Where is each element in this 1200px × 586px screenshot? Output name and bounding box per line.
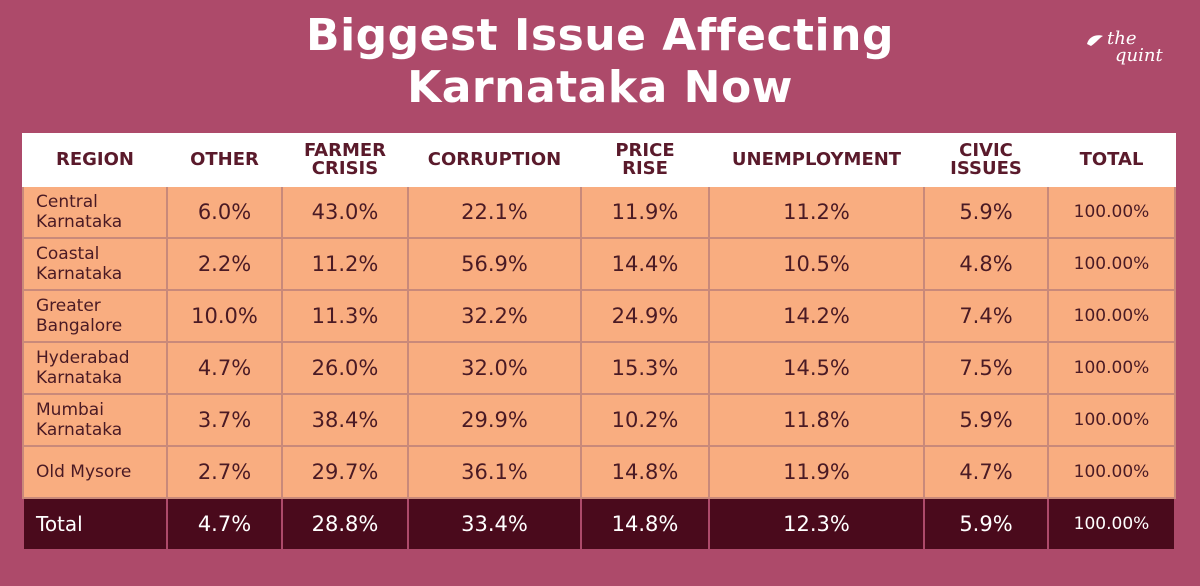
chart-title-line-1: Biggest Issue Affecting xyxy=(306,10,894,61)
value-cell: 14.4% xyxy=(580,237,710,291)
table-row: Mumbai Karnataka 3.7% 38.4% 29.9% 10.2% 11.8% 5… xyxy=(22,393,1176,447)
column-header: UNEMPLOYMENT xyxy=(708,133,925,187)
value-cell: 43.0% xyxy=(281,185,409,239)
value-cell: 100.00% xyxy=(1047,341,1176,395)
column-header: TOTAL xyxy=(1047,133,1176,187)
value-cell: 100.00% xyxy=(1047,289,1176,343)
chart-title-line-2: Karnataka Now xyxy=(407,62,793,113)
value-cell: 100.00% xyxy=(1047,445,1176,499)
value-cell: 100.00% xyxy=(1047,393,1176,447)
column-header: FARMER CRISIS xyxy=(281,133,409,187)
value-cell: 4.7% xyxy=(166,341,283,395)
value-cell: 11.9% xyxy=(580,185,710,239)
column-header: OTHER xyxy=(166,133,283,187)
value-cell: 11.3% xyxy=(281,289,409,343)
logo-word-the: the xyxy=(1107,28,1137,49)
column-header: REGION xyxy=(22,133,168,187)
value-cell: 10.0% xyxy=(166,289,283,343)
value-cell: 2.2% xyxy=(166,237,283,291)
column-header: PRICE RISE xyxy=(580,133,710,187)
value-cell: 10.2% xyxy=(580,393,710,447)
value-cell: 11.8% xyxy=(708,393,925,447)
value-cell: 15.3% xyxy=(580,341,710,395)
value-cell: 100.00% xyxy=(1047,237,1176,291)
value-cell: 100.00% xyxy=(1047,185,1176,239)
value-cell: 22.1% xyxy=(407,185,582,239)
table-row: Hyderabad Karnataka 4.7% 26.0% 32.0% 15.3% 14.… xyxy=(22,341,1176,395)
table-row: Old Mysore 2.7% 29.7% 36.1% 14.8% 11.9% 4.7% 10… xyxy=(22,445,1176,499)
total-label-cell: Total xyxy=(22,497,168,551)
total-value-cell: 33.4% xyxy=(407,497,582,551)
total-value-cell: 14.8% xyxy=(580,497,710,551)
value-cell: 29.9% xyxy=(407,393,582,447)
value-cell: 14.8% xyxy=(580,445,710,499)
value-cell: 11.9% xyxy=(708,445,925,499)
value-cell: 4.8% xyxy=(923,237,1049,291)
total-value-cell: 100.00% xyxy=(1047,497,1176,551)
value-cell: 2.7% xyxy=(166,445,283,499)
total-value-cell: 12.3% xyxy=(708,497,925,551)
value-cell: 14.2% xyxy=(708,289,925,343)
value-cell: 38.4% xyxy=(281,393,409,447)
column-header: CORRUPTION xyxy=(407,133,582,187)
table-row: Central Karnataka 6.0% 43.0% 22.1% 11.9% 11.2%… xyxy=(22,185,1176,239)
total-value-cell: 4.7% xyxy=(166,497,283,551)
region-cell: Mumbai Karnataka xyxy=(22,393,168,447)
value-cell: 56.9% xyxy=(407,237,582,291)
table-row: Greater Bangalore 10.0% 11.3% 32.2% 24.9% 14.2… xyxy=(22,289,1176,343)
issues-table: REGION OTHER FARMER CRISIS CORRUPTION PRICE RI… xyxy=(22,133,1176,551)
value-cell: 5.9% xyxy=(923,185,1049,239)
region-cell: Hyderabad Karnataka xyxy=(22,341,168,395)
region-cell: Central Karnataka xyxy=(22,185,168,239)
value-cell: 6.0% xyxy=(166,185,283,239)
value-cell: 10.5% xyxy=(708,237,925,291)
value-cell: 29.7% xyxy=(281,445,409,499)
total-value-cell: 5.9% xyxy=(923,497,1049,551)
region-cell: Coastal Karnataka xyxy=(22,237,168,291)
value-cell: 26.0% xyxy=(281,341,409,395)
region-cell: Old Mysore xyxy=(22,445,168,499)
value-cell: 4.7% xyxy=(923,445,1049,499)
value-cell: 7.5% xyxy=(923,341,1049,395)
value-cell: 14.5% xyxy=(708,341,925,395)
value-cell: 11.2% xyxy=(708,185,925,239)
value-cell: 7.4% xyxy=(923,289,1049,343)
value-cell: 32.0% xyxy=(407,341,582,395)
logo-word-quint: quint xyxy=(1115,45,1163,66)
table-header-row: REGION OTHER FARMER CRISIS CORRUPTION PRICE RI… xyxy=(22,133,1176,187)
column-header: CIVIC ISSUES xyxy=(923,133,1049,187)
table-row: Coastal Karnataka 2.2% 11.2% 56.9% 14.4% 10.5%… xyxy=(22,237,1176,291)
table-body: Central Karnataka 6.0% 43.0% 22.1% 11.9% 11.2%… xyxy=(22,185,1176,499)
value-cell: 11.2% xyxy=(281,237,409,291)
value-cell: 24.9% xyxy=(580,289,710,343)
quint-logo-icon xyxy=(1087,35,1103,46)
value-cell: 5.9% xyxy=(923,393,1049,447)
value-cell: 32.2% xyxy=(407,289,582,343)
table-total-row: Total 4.7% 28.8% 33.4% 14.8% 12.3% 5.9% 100.00% xyxy=(22,497,1176,551)
chart-title: Biggest Issue Affecting Karnataka Now xyxy=(0,10,1200,114)
value-cell: 36.1% xyxy=(407,445,582,499)
region-cell: Greater Bangalore xyxy=(22,289,168,343)
value-cell: 3.7% xyxy=(166,393,283,447)
total-value-cell: 28.8% xyxy=(281,497,409,551)
